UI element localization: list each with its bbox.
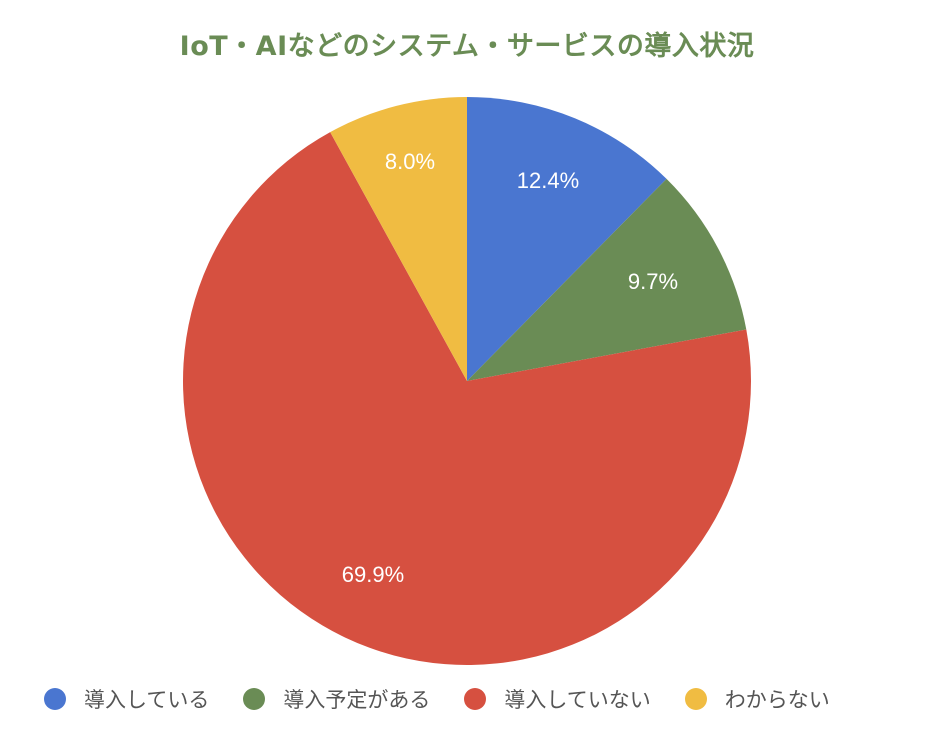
chart-title: IoT・AIなどのシステム・サービスの導入状況 [179, 31, 755, 62]
legend: 導入している 導入予定がある 導入していない わからない [44, 684, 864, 714]
legend-dot-icon [243, 688, 266, 710]
slice-label-planned: 9.7% [627, 269, 679, 294]
slice-label-unknown: 8.0% [384, 149, 436, 174]
legend-label: 導入予定がある [283, 688, 431, 712]
slice-label-not-installed: 69.9% [341, 562, 405, 587]
slice-label-installed: 12.4% [516, 168, 580, 193]
legend-dot-icon [684, 688, 707, 710]
legend-dot-icon [44, 688, 66, 710]
pie-slice-2[interactable] [183, 132, 752, 665]
legend-item-planned[interactable]: 導入予定がある [243, 684, 430, 714]
legend-dot-icon [464, 688, 487, 710]
pie-slice-1[interactable] [467, 178, 747, 381]
legend-item-unknown[interactable]: わからない [684, 684, 830, 714]
legend-label: 導入していない [504, 688, 651, 712]
pie-slice-3[interactable] [330, 97, 467, 381]
legend-label: わからない [724, 688, 830, 712]
legend-item-not-installed[interactable]: 導入していない [464, 684, 651, 714]
legend-item-installed[interactable]: 導入している [44, 684, 209, 714]
pie-slice-0[interactable] [467, 97, 667, 381]
legend-label: 導入している [84, 688, 210, 712]
